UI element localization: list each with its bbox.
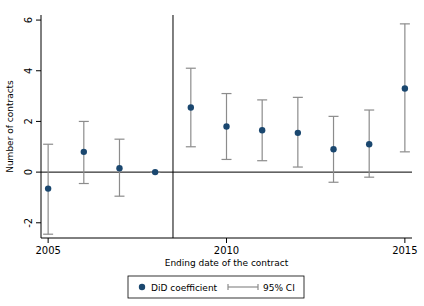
legend-marker bbox=[139, 284, 145, 290]
error-bar bbox=[186, 68, 196, 147]
point bbox=[116, 165, 122, 171]
legend-box bbox=[128, 276, 304, 298]
point bbox=[81, 149, 87, 155]
x-tick bbox=[404, 238, 405, 243]
point bbox=[366, 141, 372, 147]
point bbox=[152, 169, 158, 175]
x-tick-label: 2015 bbox=[392, 245, 417, 256]
y-tick bbox=[36, 222, 41, 223]
y-axis-title: Number of contracts bbox=[5, 80, 15, 173]
error-bar bbox=[257, 100, 267, 161]
legend: DiD coefficient 95% CI bbox=[128, 276, 304, 298]
legend-label: 95% CI bbox=[263, 283, 295, 293]
y-tick bbox=[36, 172, 41, 173]
y-tick bbox=[36, 121, 41, 122]
x-tick bbox=[226, 238, 227, 243]
error-bar bbox=[43, 144, 53, 234]
point bbox=[188, 104, 194, 110]
y-tick-label: 0 bbox=[23, 169, 34, 175]
point bbox=[259, 127, 265, 133]
reference-vline bbox=[172, 15, 173, 238]
y-tick-label: 4 bbox=[23, 68, 34, 74]
background bbox=[0, 0, 424, 306]
y-tick bbox=[36, 20, 41, 21]
chart: -2 0 2 4 6 2005 2010 2015 Number of contracts End… bbox=[0, 0, 424, 306]
point bbox=[330, 146, 336, 152]
y-tick-label: -2 bbox=[23, 218, 34, 228]
error-bar bbox=[293, 97, 303, 167]
x-axis-title: Ending date of the contract bbox=[165, 258, 289, 268]
point bbox=[402, 85, 408, 91]
error-bar bbox=[400, 24, 410, 152]
legend-ci-cap bbox=[227, 284, 228, 290]
error-bar bbox=[79, 121, 89, 183]
x-tick-label: 2005 bbox=[35, 245, 60, 256]
y-tick bbox=[36, 70, 41, 71]
reference-hline bbox=[41, 172, 412, 173]
legend-ci-cap bbox=[257, 284, 258, 290]
point bbox=[45, 185, 51, 191]
y-tick-label: 2 bbox=[23, 118, 34, 124]
error-bar bbox=[364, 110, 374, 177]
point bbox=[223, 123, 229, 129]
error-bar bbox=[329, 116, 339, 182]
x-tick bbox=[48, 238, 49, 243]
error-bar bbox=[222, 94, 232, 160]
x-tick-label: 2010 bbox=[214, 245, 239, 256]
y-tick-label: 6 bbox=[23, 17, 34, 23]
plot-area bbox=[41, 15, 412, 238]
point bbox=[295, 130, 301, 136]
error-bar bbox=[114, 139, 124, 196]
legend-ci-line bbox=[228, 286, 258, 287]
legend-label: DiD coefficient bbox=[151, 283, 218, 293]
y-axis bbox=[41, 15, 42, 238]
